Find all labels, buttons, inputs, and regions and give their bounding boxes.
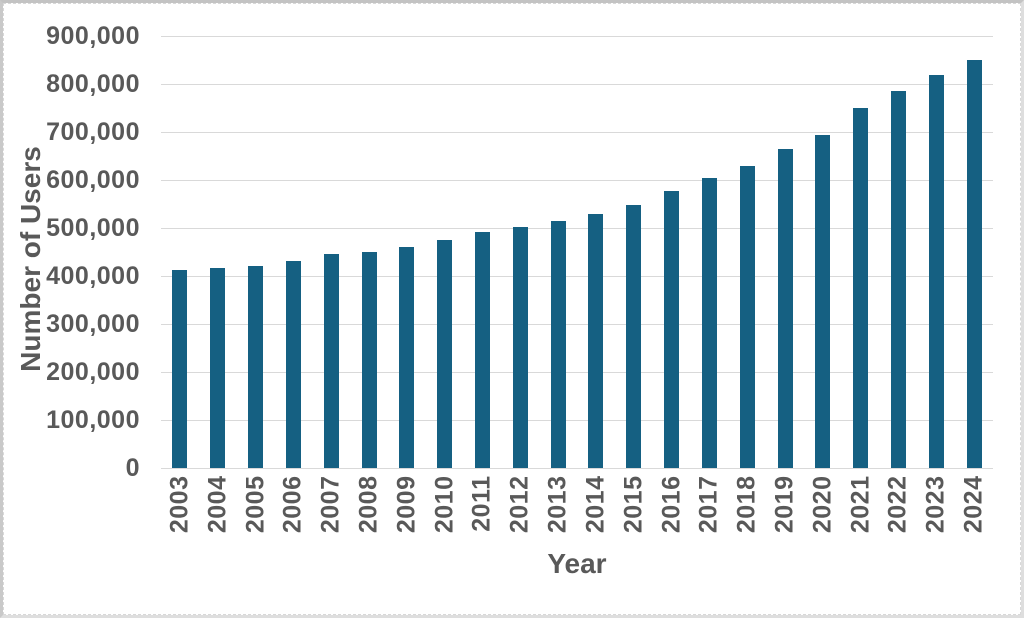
bar-2003: [172, 270, 188, 468]
bar-2012: [512, 226, 528, 468]
bar-2008: [361, 252, 377, 468]
bar-2022: [890, 90, 906, 468]
x-tick-label: 2014: [581, 475, 610, 534]
x-tick-label: 2023: [921, 475, 950, 534]
y-tick-label: 0: [125, 454, 140, 482]
bar-2015: [626, 204, 642, 468]
bar-2011: [474, 231, 490, 468]
x-tick-label: 2013: [543, 475, 572, 534]
bar-2010: [437, 240, 453, 468]
bar-2005: [248, 266, 264, 468]
x-tick-label: 2020: [808, 475, 837, 534]
x-tick-label: 2006: [278, 475, 307, 534]
x-tick-label: 2024: [959, 475, 988, 534]
y-tick-label: 900,000: [46, 22, 140, 50]
gridline-600000: [161, 179, 993, 181]
x-tick-label: 2010: [430, 475, 459, 534]
x-tick-label: 2017: [694, 475, 723, 534]
y-tick-label: 400,000: [46, 262, 140, 290]
gridline-300000: [161, 323, 993, 325]
bar-2020: [815, 135, 831, 468]
bar-2007: [323, 253, 339, 468]
y-tick-label: 300,000: [46, 310, 140, 338]
bar-2009: [399, 246, 415, 468]
x-tick-label: 2018: [732, 475, 761, 534]
gridline-0: [161, 467, 993, 469]
y-tick-label: 500,000: [46, 214, 140, 242]
x-tick-label: 2015: [619, 475, 648, 534]
y-tick-label: 200,000: [46, 358, 140, 386]
x-tick-label: 2003: [165, 475, 194, 534]
x-tick-label: 2007: [316, 475, 345, 534]
y-tick-label: 600,000: [46, 166, 140, 194]
y-tick-label: 700,000: [46, 118, 140, 146]
y-axis-title: Number of Users: [15, 146, 46, 372]
gridline-400000: [161, 275, 993, 277]
x-tick-label: 2019: [770, 475, 799, 534]
gridline-500000: [161, 227, 993, 229]
gridline-100000: [161, 419, 993, 421]
x-tick-label: 2011: [467, 475, 496, 532]
gridline-800000: [161, 83, 993, 85]
gridline-900000: [161, 35, 993, 37]
bar-2021: [853, 108, 869, 468]
bar-2016: [664, 191, 680, 468]
bar-2017: [701, 177, 717, 468]
bar-2019: [777, 149, 793, 468]
bar-2024: [966, 59, 982, 468]
bar-2018: [739, 166, 755, 468]
gridline-700000: [161, 131, 993, 133]
x-tick-label: 2021: [846, 475, 875, 534]
y-tick-label: 100,000: [46, 406, 140, 434]
x-axis-title: Year: [547, 548, 607, 579]
x-tick-label: 2008: [354, 475, 383, 534]
x-tick-label: 2004: [203, 475, 232, 534]
x-tick-label: 2005: [241, 475, 270, 534]
y-tick-label: 800,000: [46, 70, 140, 98]
bar-2023: [928, 75, 944, 468]
bar-2014: [588, 213, 604, 468]
bar-2006: [285, 261, 301, 468]
bar-2013: [550, 221, 566, 468]
bar-chart: 0 100,000 200,000 300,000 400,000 500,000 600,…: [3, 3, 1021, 615]
x-tick-label: 2022: [883, 475, 912, 534]
gridline-200000: [161, 371, 993, 373]
x-tick-label: 2012: [505, 475, 534, 534]
bar-2004: [210, 268, 226, 468]
x-tick-label: 2016: [657, 475, 686, 534]
x-tick-label: 2009: [392, 475, 421, 534]
